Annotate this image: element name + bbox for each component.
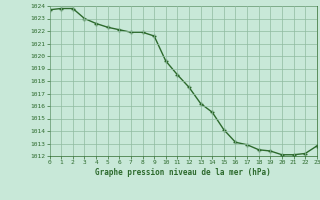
X-axis label: Graphe pression niveau de la mer (hPa): Graphe pression niveau de la mer (hPa)	[95, 168, 271, 177]
